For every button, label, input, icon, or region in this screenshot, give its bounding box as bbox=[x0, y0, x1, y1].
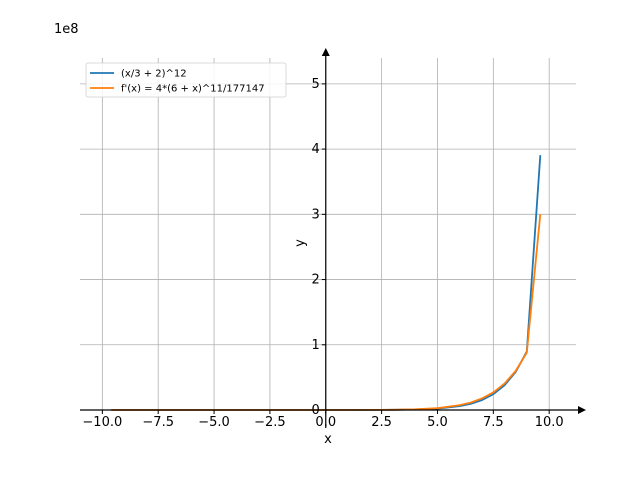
legend: (x/3 + 2)^12 f'(x) = 4*(6 + x)^11/177147 bbox=[85, 62, 287, 98]
y-scale-offset-label: 1e8 bbox=[54, 22, 79, 37]
x-tick-label: 7.5 bbox=[483, 415, 504, 430]
y-tick-label: 3 bbox=[311, 207, 319, 222]
y-tick-label: 1 bbox=[311, 338, 319, 353]
x-tick-label: 10.0 bbox=[535, 415, 564, 430]
x-axis-label: x bbox=[324, 432, 332, 447]
tick-labels: −10.0 −7.5 −5.0 −2.5 0.0 2.5 5.0 7.5 10.0 0 1 2 3 4 5 bbox=[82, 77, 563, 430]
y-tick-label: 2 bbox=[311, 273, 319, 288]
x-tick-label: 2.5 bbox=[371, 415, 392, 430]
grid-lines bbox=[80, 58, 576, 410]
y-tick-label: 5 bbox=[311, 77, 319, 92]
y-tick-label: 0 bbox=[311, 403, 319, 418]
legend-box bbox=[85, 62, 287, 98]
x-axis-arrow bbox=[578, 406, 586, 414]
y-tick-label: 4 bbox=[311, 142, 319, 157]
y-axis-label: y bbox=[293, 239, 308, 247]
legend-entry: (x/3 + 2)^12 bbox=[121, 69, 187, 80]
x-tick-label: −10.0 bbox=[82, 415, 122, 430]
x-tick-label: −7.5 bbox=[142, 415, 174, 430]
legend-entry: f'(x) = 4*(6 + x)^11/177147 bbox=[121, 84, 265, 95]
x-tick-label: 5.0 bbox=[427, 415, 448, 430]
x-tick-label: −5.0 bbox=[198, 415, 230, 430]
axes bbox=[80, 48, 586, 428]
y-axis-arrow bbox=[321, 48, 330, 56]
x-tick-label: −2.5 bbox=[254, 415, 286, 430]
x-tick-label: 0.0 bbox=[315, 415, 336, 430]
